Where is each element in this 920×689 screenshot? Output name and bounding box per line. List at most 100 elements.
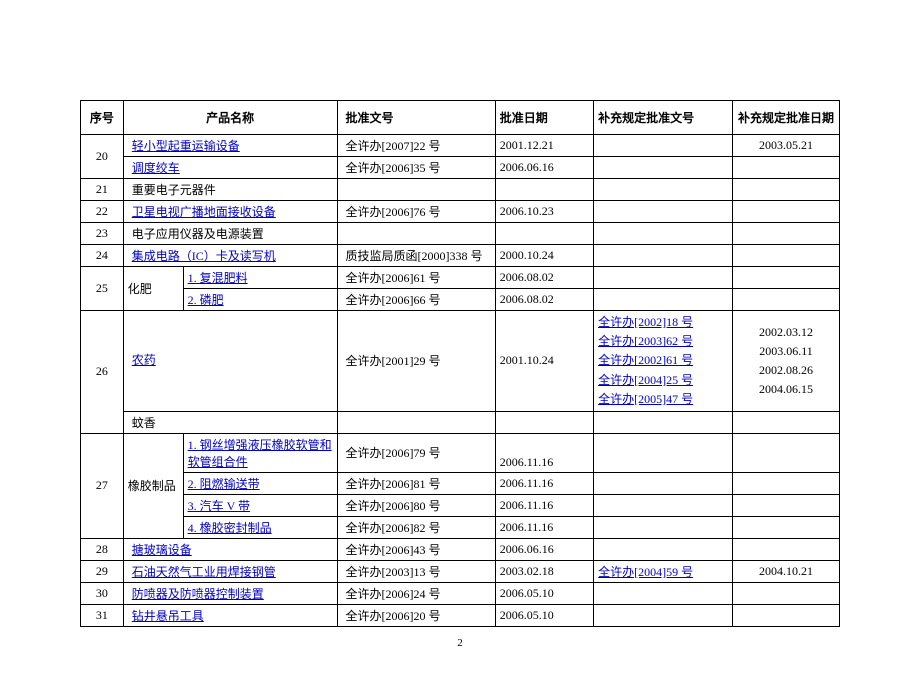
- table-row: 4. 橡胶密封制品 全许办[2006]82 号 2006.11.16: [81, 516, 840, 538]
- product-link[interactable]: 搪玻璃设备: [132, 543, 192, 557]
- supp-cell: [594, 267, 733, 289]
- supp-date-text: 2002.03.12: [759, 325, 813, 339]
- product-cell: 电子应用仪器及电源装置: [123, 223, 337, 245]
- table-row: 蚊香: [81, 411, 840, 433]
- product-link[interactable]: 防喷器及防喷器控制装置: [132, 587, 264, 601]
- approval-cell: [337, 179, 495, 201]
- supp-cell: [594, 538, 733, 560]
- supp-link[interactable]: 全许办[2002]61 号: [598, 353, 693, 367]
- approval-cell: [337, 411, 495, 433]
- date-cell: 2006.08.02: [495, 267, 593, 289]
- supp-date-text: 2004.06.15: [759, 382, 813, 396]
- seq-cell: 29: [81, 560, 124, 582]
- page-number: 2: [80, 637, 840, 649]
- approval-cell: 全许办[2006]81 号: [337, 472, 495, 494]
- seq-cell: 23: [81, 223, 124, 245]
- date-cell: 2001.10.24: [495, 311, 593, 412]
- approval-table: 序号 产品名称 批准文号 批准日期 补充规定批准文号 补充规定批准日期 20 轻…: [80, 100, 840, 627]
- seq-cell: 30: [81, 582, 124, 604]
- product-link[interactable]: 轻小型起重运输设备: [132, 139, 240, 153]
- product-cell: 石油天然气工业用焊接钢管: [123, 560, 337, 582]
- date-cell: 2006.11.16: [495, 516, 593, 538]
- product-cell: 2. 阻燃输送带: [183, 472, 337, 494]
- approval-cell: 全许办[2006]82 号: [337, 516, 495, 538]
- approval-cell: 全许办[2007]22 号: [337, 135, 495, 157]
- supp-date-cell: [733, 157, 840, 179]
- supp-date-cell: [733, 538, 840, 560]
- supp-cell: [594, 201, 733, 223]
- seq-cell: 22: [81, 201, 124, 223]
- approval-cell: 全许办[2006]43 号: [337, 538, 495, 560]
- table-row: 23 电子应用仪器及电源装置: [81, 223, 840, 245]
- table-row: 2. 磷肥 全许办[2006]66 号 2006.08.02: [81, 289, 840, 311]
- product-cell: 钻井悬吊工具: [123, 604, 337, 626]
- table-row: 29 石油天然气工业用焊接钢管 全许办[2003]13 号 2003.02.18…: [81, 560, 840, 582]
- product-link[interactable]: 3. 汽车 V 带: [188, 499, 250, 513]
- approval-cell: 全许办[2006]66 号: [337, 289, 495, 311]
- supp-date-cell: 2002.03.12 2003.06.11 2002.08.26 2004.06…: [733, 311, 840, 412]
- header-approval: 批准文号: [337, 101, 495, 135]
- seq-cell: 26: [81, 311, 124, 434]
- seq-cell: 25: [81, 267, 124, 311]
- date-cell: 2000.10.24: [495, 245, 593, 267]
- seq-cell: 21: [81, 179, 124, 201]
- supp-cell: [594, 245, 733, 267]
- product-link[interactable]: 4. 橡胶密封制品: [188, 521, 272, 535]
- product-cell: 调度绞车: [123, 157, 337, 179]
- product-link[interactable]: 钻井悬吊工具: [132, 609, 204, 623]
- supp-cell: [594, 433, 733, 472]
- product-link[interactable]: 2. 阻燃输送带: [188, 477, 260, 491]
- supp-date-cell: 2004.10.21: [733, 560, 840, 582]
- supp-date-text: 2002.08.26: [759, 363, 813, 377]
- table-row: 25 化肥 1. 复混肥料 全许办[2006]61 号 2006.08.02: [81, 267, 840, 289]
- approval-cell: 全许办[2006]61 号: [337, 267, 495, 289]
- product-link[interactable]: 2. 磷肥: [188, 293, 224, 307]
- header-seq: 序号: [81, 101, 124, 135]
- product-cell: 搪玻璃设备: [123, 538, 337, 560]
- product-link[interactable]: 石油天然气工业用焊接钢管: [132, 565, 276, 579]
- supp-cell: [594, 411, 733, 433]
- date-cell: 2006.05.10: [495, 582, 593, 604]
- product-link[interactable]: 1. 复混肥料: [188, 271, 248, 285]
- approval-cell: 全许办[2006]79 号: [337, 433, 495, 472]
- supp-date-cell: [733, 289, 840, 311]
- seq-cell: 27: [81, 433, 124, 538]
- header-product: 产品名称: [123, 101, 337, 135]
- supp-date-cell: [733, 201, 840, 223]
- supp-cell: [594, 472, 733, 494]
- product-link[interactable]: 农药: [132, 353, 156, 367]
- supp-cell: [594, 179, 733, 201]
- date-cell: [495, 223, 593, 245]
- supp-link[interactable]: 全许办[2004]25 号: [598, 373, 693, 387]
- product-cell: 卫星电视广播地面接收设备: [123, 201, 337, 223]
- supp-link[interactable]: 全许办[2003]62 号: [598, 334, 693, 348]
- product-cell: 蚊香: [123, 411, 337, 433]
- product-cell: 农药: [123, 311, 337, 412]
- date-cell: 2006.05.10: [495, 604, 593, 626]
- product-link[interactable]: 调度绞车: [132, 161, 180, 175]
- supp-link[interactable]: 全许办[2002]18 号: [598, 315, 693, 329]
- product-link[interactable]: 卫星电视广播地面接收设备: [132, 205, 276, 219]
- table-row: 31 钻井悬吊工具 全许办[2006]20 号 2006.05.10: [81, 604, 840, 626]
- date-cell: 2006.11.16: [495, 472, 593, 494]
- table-row: 24 集成电路（IC）卡及读写机 质技监局质函[2000]338 号 2000.…: [81, 245, 840, 267]
- supp-date-cell: [733, 179, 840, 201]
- table-row: 22 卫星电视广播地面接收设备 全许办[2006]76 号 2006.10.23: [81, 201, 840, 223]
- seq-cell: 28: [81, 538, 124, 560]
- approval-cell: 全许办[2006]35 号: [337, 157, 495, 179]
- product-link[interactable]: 集成电路（IC）卡及读写机: [132, 249, 276, 263]
- table-row: 调度绞车 全许办[2006]35 号 2006.06.16: [81, 157, 840, 179]
- supp-date-cell: 2003.05.21: [733, 135, 840, 157]
- table-row: 20 轻小型起重运输设备 全许办[2007]22 号 2001.12.21 20…: [81, 135, 840, 157]
- supp-link[interactable]: 全许办[2004]59 号: [598, 565, 693, 579]
- supp-link[interactable]: 全许办[2005]47 号: [598, 392, 693, 406]
- product-link[interactable]: 1. 钢丝增强液压橡胶软管和软管组合件: [188, 438, 332, 469]
- header-row: 序号 产品名称 批准文号 批准日期 补充规定批准文号 补充规定批准日期: [81, 101, 840, 135]
- supp-cell: [594, 223, 733, 245]
- product-cell: 3. 汽车 V 带: [183, 494, 337, 516]
- date-cell: 2001.12.21: [495, 135, 593, 157]
- date-cell: 2006.11.16: [495, 433, 593, 472]
- date-cell: 2006.06.16: [495, 538, 593, 560]
- product-cell: 1. 钢丝增强液压橡胶软管和软管组合件: [183, 433, 337, 472]
- product-cell: 轻小型起重运输设备: [123, 135, 337, 157]
